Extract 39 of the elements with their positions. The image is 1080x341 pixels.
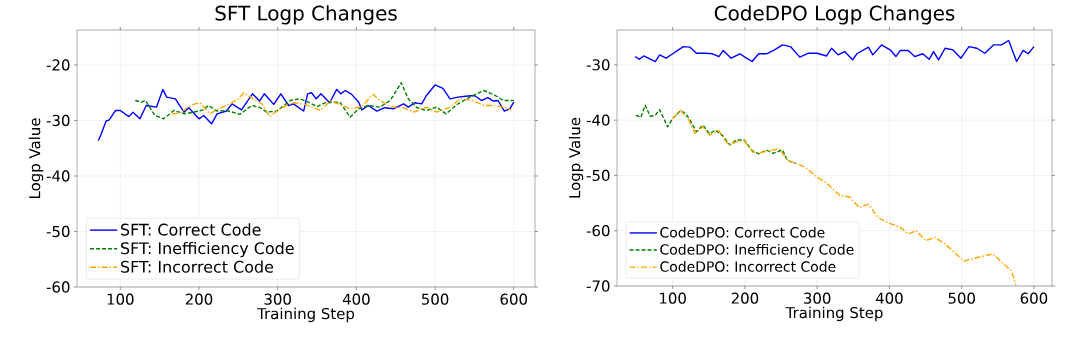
line-series [635, 104, 797, 164]
x-tick-label: 100 [660, 292, 686, 304]
x-axis-title: Training Step [257, 307, 355, 323]
x-tick-label: 600 [1020, 292, 1048, 304]
y-tick-label: -30 [46, 114, 70, 127]
legend-label: SFT: Correct Code [121, 223, 261, 236]
legend-label: SFT: Incorrect Code [121, 260, 274, 273]
x-tick-label: 100 [107, 293, 134, 305]
x-tick-label: 300 [804, 292, 831, 304]
y-tick-label: -60 [586, 225, 610, 237]
legend-label: CodeDPO: Inefficiency Code [660, 243, 854, 258]
line-series [634, 39, 1035, 63]
y-tick-label: -50 [46, 225, 70, 238]
x-tick-label: 200 [731, 292, 759, 304]
y-axis-title: Logp Value [568, 117, 584, 198]
y-tick-label: -30 [586, 59, 610, 71]
x-tick-label: 600 [500, 293, 528, 305]
x-tick-label: 500 [421, 293, 449, 305]
y-tick-label: -50 [586, 169, 610, 182]
x-tick-label: 400 [342, 293, 370, 305]
y-tick-label: -70 [586, 280, 610, 292]
chart-title: CodeDPO Logp Changes [714, 5, 955, 25]
x-tick-label: 400 [875, 292, 903, 304]
y-tick-label: -20 [46, 59, 70, 71]
legend-label: SFT: Inefficiency Code [121, 241, 294, 258]
legend-label: CodeDPO: Correct Code [660, 226, 825, 238]
x-tick-label: 200 [185, 293, 213, 305]
y-axis-title: Logp Value [28, 118, 44, 199]
line-series [97, 84, 515, 142]
chart-title: SFT Logp Changes [215, 5, 397, 25]
x-tick-label: 300 [264, 293, 291, 305]
line-series [134, 82, 515, 120]
x-tick-label: 500 [948, 292, 975, 304]
y-tick-label: -40 [586, 114, 610, 126]
legend-label: CodeDPO: Incorrect Code [660, 261, 836, 272]
x-axis-title: Training Step [785, 306, 883, 322]
line-series [171, 92, 513, 118]
y-tick-label: -40 [46, 170, 70, 182]
y-tick-label: -60 [46, 281, 70, 293]
